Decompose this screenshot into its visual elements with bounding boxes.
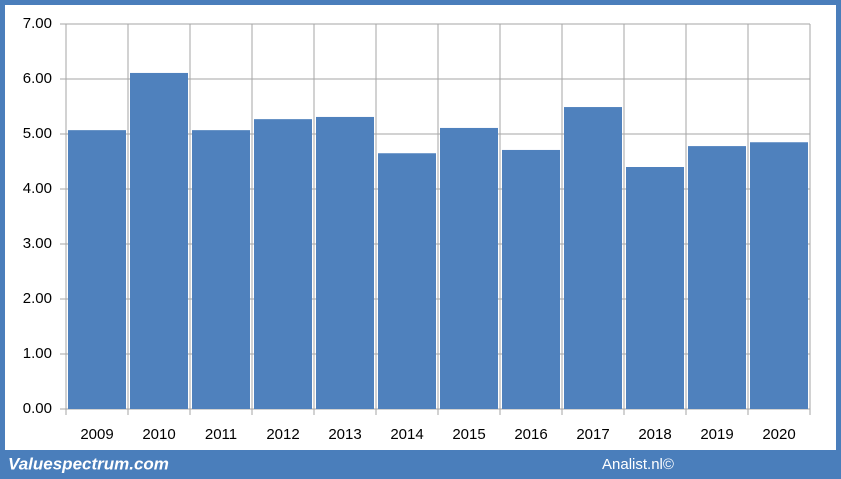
footer-left: Valuespectrum.com [8, 454, 169, 473]
x-tick-label: 2020 [762, 426, 795, 443]
bar [440, 127, 498, 409]
bar [564, 107, 622, 410]
bar [626, 167, 684, 409]
bar [192, 130, 250, 409]
bar [68, 130, 126, 409]
x-tick-label: 2015 [452, 426, 485, 443]
bar [688, 146, 746, 409]
x-tick-label: 2016 [514, 426, 547, 443]
x-tick-label: 2017 [576, 426, 609, 443]
x-tick-label: 2009 [80, 426, 113, 443]
bar [130, 72, 188, 409]
y-tick-label: 4.00 [23, 180, 52, 197]
x-tick-label: 2010 [142, 426, 175, 443]
y-tick-label: 0.00 [23, 400, 52, 417]
x-tick-label: 2012 [266, 426, 299, 443]
y-tick-label: 7.00 [23, 15, 52, 32]
x-tick-label: 2014 [390, 426, 423, 443]
y-tick-label: 6.00 [23, 70, 52, 87]
bar [316, 116, 374, 409]
y-tick-label: 3.00 [23, 235, 52, 252]
x-tick-label: 2018 [638, 426, 671, 443]
footer-right: Analist.nl© [602, 456, 674, 473]
y-tick-label: 5.00 [23, 125, 52, 142]
bar [378, 153, 436, 409]
x-tick-label: 2011 [205, 426, 237, 443]
bar [502, 149, 560, 409]
bar [750, 142, 808, 409]
y-tick-label: 1.00 [23, 345, 52, 362]
x-tick-label: 2013 [328, 426, 361, 443]
x-tick-label: 2019 [700, 426, 733, 443]
bar [254, 119, 312, 410]
y-tick-label: 2.00 [23, 290, 52, 307]
